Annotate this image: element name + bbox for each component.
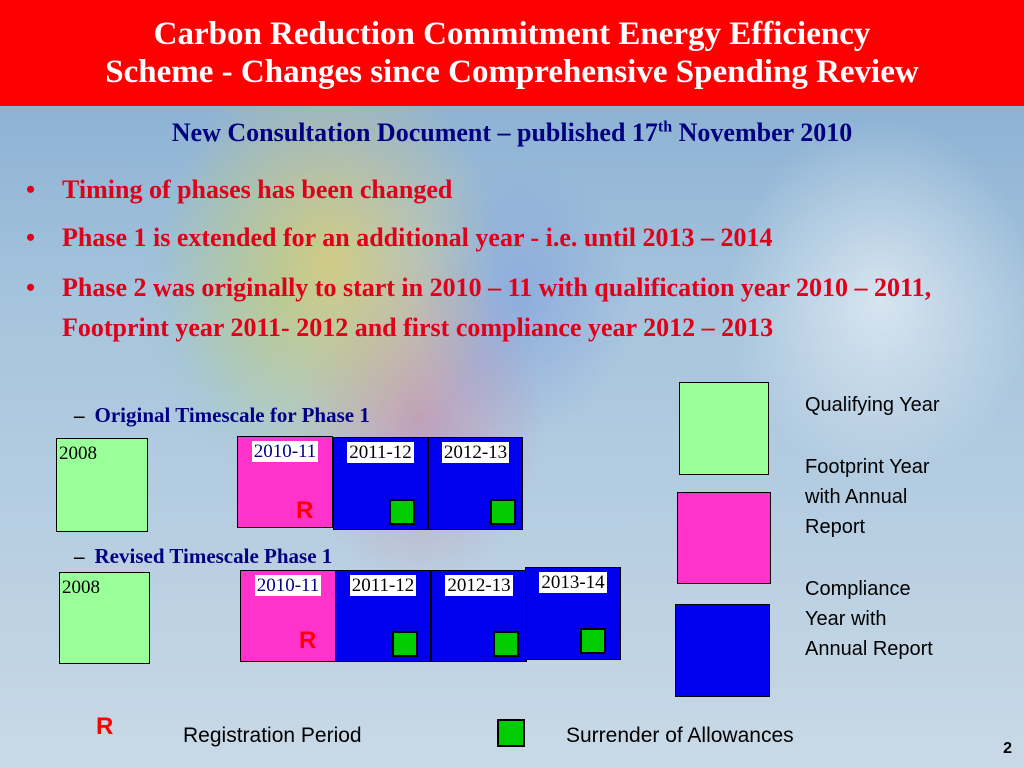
legend-qualifying-label: Qualifying Year <box>805 394 940 416</box>
slide-title: Carbon Reduction Commitment Energy Effic… <box>0 0 1024 106</box>
year-label: 2010-11 <box>254 575 322 596</box>
subtitle-text-after: November 2010 <box>672 118 853 147</box>
slide-subtitle: New Consultation Document – published 17… <box>0 118 1024 148</box>
page-number: 2 <box>1003 740 1012 757</box>
bullet-text: Phase 1 is extended for an additional ye… <box>62 223 773 252</box>
surrender-allowances-icon <box>490 499 516 525</box>
bullet-item: • Timing of phases has been changed <box>26 170 1016 210</box>
footer-surrender-icon <box>497 719 525 747</box>
year-label: 2012-13 <box>441 442 510 463</box>
bullet-glyph: • <box>26 273 36 302</box>
original-timescale-heading: – Original Timescale for Phase 1 <box>74 403 370 428</box>
footer-registration-label: Registration Period <box>183 724 362 747</box>
original-2010-11-footprint-box: 2010-11 R <box>237 436 333 528</box>
subtitle-text-before: New Consultation Document – published 17 <box>171 118 658 147</box>
legend-footprint-swatch <box>677 492 771 584</box>
bullet-text: Timing of phases has been changed <box>62 175 453 204</box>
slide-title-line-1: Carbon Reduction Commitment Energy Effic… <box>153 16 871 52</box>
subhead-dash: – <box>74 544 85 568</box>
slide-title-line-2: Scheme - Changes since Comprehensive Spe… <box>105 54 919 90</box>
legend-footprint-line: Report <box>805 516 866 538</box>
revised-2008-qualifying-box: 2008 <box>59 572 150 664</box>
footer-surrender-label: Surrender of Allowances <box>566 724 794 747</box>
year-label: 2012-13 <box>445 575 513 596</box>
revised-2013-14-compliance-box: 2013-14 <box>525 567 621 660</box>
year-label: 2011-12 <box>349 575 417 596</box>
revised-heading-text: Revised Timescale Phase 1 <box>94 544 333 568</box>
bullet-list: • Timing of phases has been changed • Ph… <box>26 170 1016 358</box>
bullet-glyph: • <box>26 223 36 252</box>
revised-2012-13-compliance-box: 2012-13 <box>431 570 527 662</box>
legend-footprint-line: Footprint Year <box>805 456 930 478</box>
revised-timescale-heading: – Revised Timescale Phase 1 <box>74 544 332 569</box>
original-2008-qualifying-box: 2008 <box>56 438 148 532</box>
legend-compliance-line: Year with <box>805 608 887 630</box>
registration-mark: R <box>296 497 314 524</box>
legend-compliance-label: Compliance Year with Annual Report <box>805 574 933 664</box>
revised-2010-11-footprint-box: 2010-11 R <box>240 570 336 662</box>
legend-compliance-line: Compliance <box>805 578 911 600</box>
bullet-item: • Phase 2 was originally to start in 201… <box>26 268 982 348</box>
original-2011-12-compliance-box: 2011-12 <box>333 437 428 530</box>
bullet-item: • Phase 1 is extended for an additional … <box>26 218 1016 258</box>
year-label: 2011-12 <box>347 442 414 463</box>
year-label: 2008 <box>59 443 97 464</box>
subtitle-superscript: th <box>657 118 673 136</box>
bullet-text: Phase 2 was originally to start in 2010 … <box>62 273 932 342</box>
legend-compliance-line: Annual Report <box>805 638 933 660</box>
revised-2011-12-compliance-box: 2011-12 <box>335 570 431 662</box>
year-label: 2013-14 <box>539 572 607 593</box>
surrender-allowances-icon <box>389 499 415 525</box>
surrender-allowances-icon <box>580 628 606 654</box>
legend-compliance-swatch <box>675 604 770 697</box>
legend-footprint-line: with Annual <box>805 486 908 508</box>
subhead-dash: – <box>74 403 85 427</box>
year-label: 2008 <box>62 577 100 598</box>
registration-mark: R <box>299 627 317 654</box>
surrender-allowances-icon <box>493 631 519 657</box>
bullet-glyph: • <box>26 175 36 204</box>
surrender-allowances-icon <box>392 631 418 657</box>
legend-footprint-label: Footprint Year with Annual Report <box>805 452 930 542</box>
year-label: 2010-11 <box>251 441 319 462</box>
original-heading-text: Original Timescale for Phase 1 <box>94 403 370 427</box>
legend-qualifying-swatch <box>679 382 769 475</box>
original-2012-13-compliance-box: 2012-13 <box>428 437 523 530</box>
footer-registration-mark: R <box>96 713 114 740</box>
